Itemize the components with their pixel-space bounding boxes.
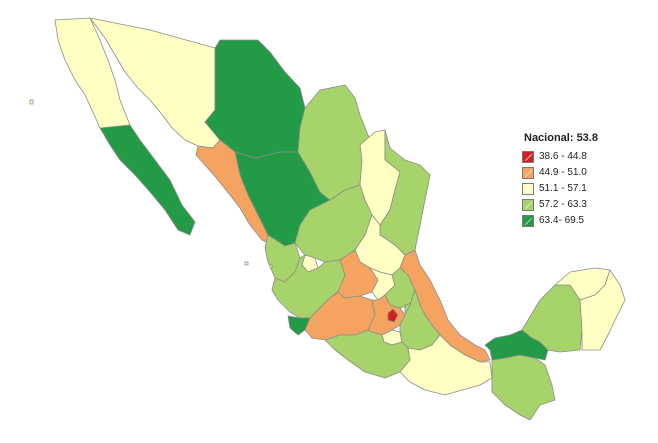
legend-label: 44.9 - 51.0 (539, 167, 587, 178)
legend-label: 38.6 - 44.8 (539, 151, 587, 162)
islands (29, 99, 273, 269)
legend-title: Nacional: 53.8 (524, 132, 598, 144)
legend-label: 51.1 - 57.1 (539, 183, 587, 194)
state-ciudad-de-mexico (387, 308, 399, 323)
legend-item: 63.4- 69.5 (522, 213, 632, 228)
legend-swatch (522, 198, 534, 211)
legend-swatch (522, 182, 534, 195)
state-colima (287, 315, 311, 336)
state-guerrero (324, 329, 411, 379)
map-legend: Nacional: 53.8 38.6 - 44.8 44.9 - 51.0 5… (522, 132, 632, 229)
state-baja-california-sur (99, 124, 196, 236)
state-tabasco (484, 329, 549, 361)
legend-swatch (522, 150, 534, 163)
legend-item: 51.1 - 57.1 (522, 181, 632, 196)
state-campeche (521, 284, 583, 353)
legend-swatch (522, 214, 534, 227)
state-quintana-roo (579, 269, 626, 351)
state-chiapas (491, 354, 556, 421)
legend-label: 63.4- 69.5 (539, 215, 585, 226)
legend-swatch (522, 166, 534, 179)
legend-item: 44.9 - 51.0 (522, 165, 632, 180)
legend-item: 57.2 - 63.3 (522, 197, 632, 212)
legend-item: 38.6 - 44.8 (522, 149, 632, 164)
legend-label: 57.2 - 63.3 (539, 199, 587, 210)
